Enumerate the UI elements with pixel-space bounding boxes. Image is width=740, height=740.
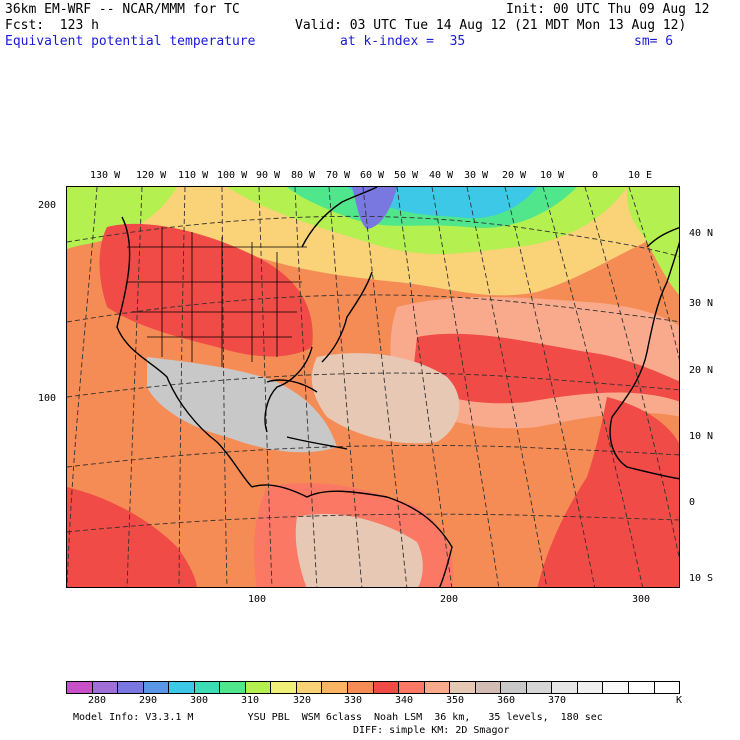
field-us-heat bbox=[99, 223, 313, 357]
lon-label-130w: 130 W bbox=[90, 170, 121, 181]
color-bar-swatch bbox=[220, 682, 246, 693]
lon-label-20w: 20 W bbox=[502, 170, 527, 181]
lat-label-10s: 10 S bbox=[689, 573, 714, 584]
lon-label-70w: 70 W bbox=[326, 170, 351, 181]
model-info: Model Info: V3.3.1 M YSU PBL WSM 6class … bbox=[73, 712, 603, 723]
grid-y-label-200: 200 bbox=[38, 200, 57, 211]
color-bar-swatch bbox=[322, 682, 349, 693]
map-canvas bbox=[67, 187, 679, 587]
grid-y-label-100: 100 bbox=[38, 393, 57, 404]
diffusion-info: DIFF: simple KM: 2D Smagor bbox=[353, 725, 510, 736]
lat-label-40n: 40 N bbox=[689, 228, 714, 239]
color-bar-swatch bbox=[552, 682, 578, 693]
field-atlantic-red-band bbox=[412, 333, 679, 404]
lon-label-120w: 120 W bbox=[136, 170, 167, 181]
valid-time: Valid: 03 UTC Tue 14 Aug 12 (21 MDT Mon … bbox=[295, 18, 687, 33]
lon-label-10e: 10 E bbox=[628, 170, 653, 181]
color-bar-swatch bbox=[194, 682, 221, 693]
color-bar-swatch bbox=[424, 682, 451, 693]
graticule bbox=[67, 187, 679, 587]
lon-label-10w: 10 W bbox=[540, 170, 565, 181]
cbar-label-280: 280 bbox=[88, 695, 107, 706]
color-bar-swatch bbox=[603, 682, 630, 693]
color-bar-swatch bbox=[67, 682, 93, 693]
grid-x-label-300: 300 bbox=[632, 594, 651, 605]
color-bar-swatch bbox=[296, 682, 323, 693]
model-title: 36km EM-WRF -- NCAR/MMM for TC bbox=[5, 2, 240, 17]
color-bar-swatch bbox=[629, 682, 655, 693]
field-name: Equivalent potential temperature bbox=[5, 34, 256, 49]
color-bar-swatch bbox=[577, 682, 604, 693]
color-bar-swatch bbox=[399, 682, 425, 693]
cbar-label-330: 330 bbox=[344, 695, 363, 706]
field-africa-red bbox=[537, 397, 679, 587]
lon-label-80w: 80 W bbox=[291, 170, 316, 181]
cbar-label-290: 290 bbox=[139, 695, 158, 706]
color-bar-swatch bbox=[450, 682, 476, 693]
color-bar-swatch bbox=[169, 682, 195, 693]
lon-label-0: 0 bbox=[592, 170, 599, 181]
field-purple-patch bbox=[352, 187, 397, 229]
color-bar-swatch bbox=[245, 682, 272, 693]
lon-label-50w: 50 W bbox=[394, 170, 419, 181]
lon-label-90w: 90 W bbox=[256, 170, 281, 181]
color-bar-swatch bbox=[271, 682, 297, 693]
lat-label-0: 0 bbox=[689, 497, 696, 508]
cbar-unit: K bbox=[676, 695, 683, 706]
lon-label-110w: 110 W bbox=[178, 170, 209, 181]
color-bar-swatch bbox=[373, 682, 400, 693]
grid-x-label-100: 100 bbox=[248, 594, 267, 605]
color-bar-swatch bbox=[348, 682, 374, 693]
lon-label-40w: 40 W bbox=[429, 170, 454, 181]
lat-label-30n: 30 N bbox=[689, 298, 714, 309]
cbar-label-370: 370 bbox=[548, 695, 567, 706]
lon-label-30w: 30 W bbox=[464, 170, 489, 181]
cbar-label-340: 340 bbox=[395, 695, 414, 706]
theta-e-map bbox=[66, 186, 680, 588]
color-bar-swatch bbox=[475, 682, 502, 693]
color-bar-swatch bbox=[654, 682, 680, 693]
state-borders bbox=[127, 227, 307, 367]
lon-label-60w: 60 W bbox=[360, 170, 385, 181]
coastlines bbox=[116, 187, 679, 587]
color-bar-swatch bbox=[143, 682, 170, 693]
cbar-label-350: 350 bbox=[446, 695, 465, 706]
cbar-label-310: 310 bbox=[241, 695, 260, 706]
field-amazon-tan bbox=[295, 513, 423, 587]
field-subtropical-tan bbox=[311, 353, 460, 444]
smoothing-label: sm= 6 bbox=[634, 34, 674, 49]
color-bar bbox=[66, 681, 680, 694]
field-pacific-red bbox=[67, 487, 197, 587]
cbar-label-320: 320 bbox=[293, 695, 312, 706]
lon-label-100w: 100 W bbox=[217, 170, 248, 181]
init-time: Init: 00 UTC Thu 09 Aug 12 bbox=[506, 2, 710, 17]
cbar-label-360: 360 bbox=[497, 695, 516, 706]
lat-label-10n: 10 N bbox=[689, 431, 714, 442]
cbar-label-300: 300 bbox=[190, 695, 209, 706]
grid-x-label-200: 200 bbox=[440, 594, 459, 605]
field-gulf-gray bbox=[147, 357, 337, 453]
lat-label-20n: 20 N bbox=[689, 365, 714, 376]
color-bar-swatch bbox=[501, 682, 527, 693]
forecast-hour: Fcst: 123 h bbox=[5, 18, 99, 33]
color-bar-swatch bbox=[92, 682, 119, 693]
color-bar-swatch bbox=[118, 682, 144, 693]
level-label: at k-index = 35 bbox=[340, 34, 466, 49]
color-bar-swatch bbox=[526, 682, 553, 693]
